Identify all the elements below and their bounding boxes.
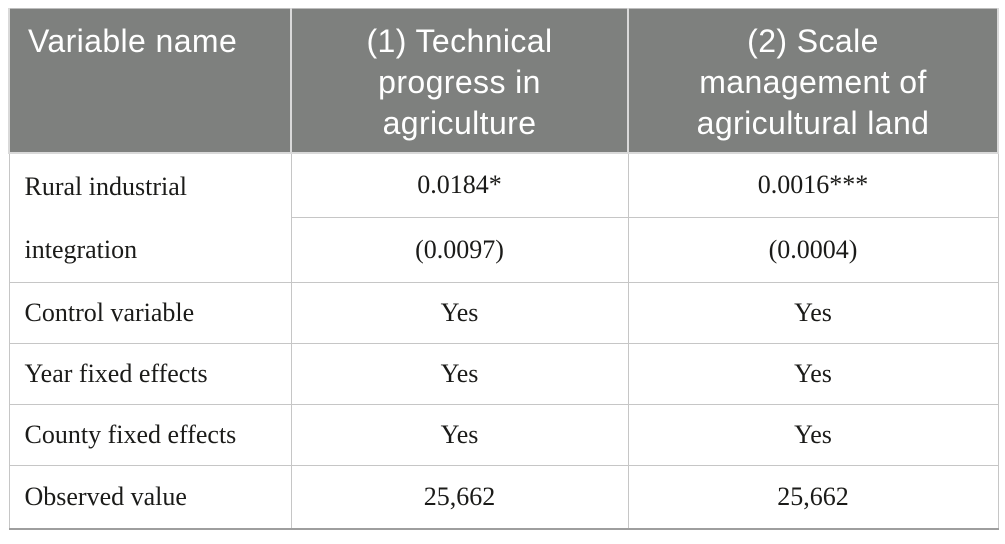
se-model-2: (0.0004) xyxy=(627,217,999,283)
table-row-observed-value: Observed value 25,662 25,662 xyxy=(8,464,999,530)
table-row-year-fixed-effects: Year fixed effects Yes Yes xyxy=(8,342,999,405)
year-fixed-effects-model-2: Yes xyxy=(627,342,999,405)
regression-results-table: Variable name (1) Technical progress in … xyxy=(8,8,999,530)
table-row-standard-error: (0.0097) (0.0004) xyxy=(9,217,999,283)
header-row: Variable name (1) Technical progress in … xyxy=(8,8,999,154)
table-header: Variable name (1) Technical progress in … xyxy=(8,8,999,154)
observed-value-model-2: 25,662 xyxy=(627,464,999,530)
observed-value-model-1: 25,662 xyxy=(290,464,629,530)
table-row-coefficient: Rural industrial integration 0.0184* 0.0… xyxy=(8,151,999,283)
coef-model-2: 0.0016*** xyxy=(627,151,999,219)
control-variable-model-1: Yes xyxy=(290,281,629,344)
row-label-year-fixed-effects: Year fixed effects xyxy=(8,342,292,405)
year-fixed-effects-model-1: Yes xyxy=(290,342,629,405)
row-label-rural-industrial-integration: Rural industrial integration xyxy=(8,152,292,283)
header-model-1: (1) Technical progress in agriculture xyxy=(290,8,629,154)
table-body: Rural industrial integration 0.0184* 0.0… xyxy=(8,151,999,530)
control-variable-model-2: Yes xyxy=(627,281,999,344)
table-row-county-fixed-effects: County fixed effects Yes Yes xyxy=(8,403,999,466)
row-label-county-fixed-effects: County fixed effects xyxy=(8,403,292,466)
se-model-1: (0.0097) xyxy=(290,217,629,283)
table-row-control-variable: Control variable Yes Yes xyxy=(8,281,999,344)
row-label-observed-value: Observed value xyxy=(8,464,292,530)
county-fixed-effects-model-1: Yes xyxy=(290,403,629,466)
coef-model-1: 0.0184* xyxy=(290,151,629,219)
header-model-2: (2) Scale management of agricultural lan… xyxy=(627,8,999,154)
row-label-control-variable: Control variable xyxy=(8,281,292,344)
county-fixed-effects-model-2: Yes xyxy=(627,403,999,466)
header-variable-name: Variable name xyxy=(8,8,292,154)
